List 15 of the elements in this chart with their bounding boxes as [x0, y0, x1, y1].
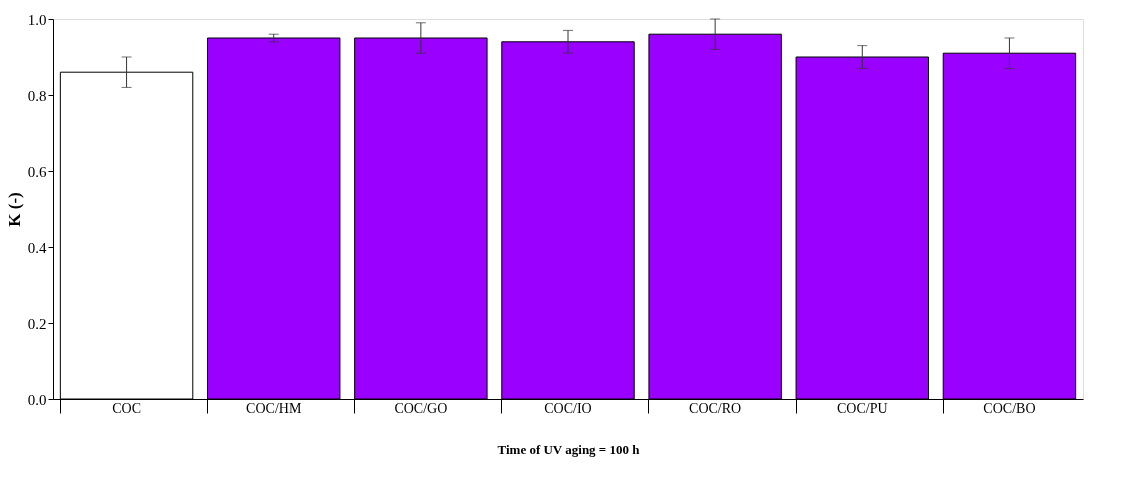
y-tick-label: 1.0 [27, 11, 47, 28]
y-tick-label: 0.2 [27, 315, 47, 332]
x-tick-label: COC/GO [394, 400, 448, 416]
x-tick-label: COC/HM [246, 400, 302, 416]
x-tick-label: COC/PU [837, 400, 888, 416]
x-tick-label: COC [112, 400, 141, 416]
y-tick-label: 0.8 [27, 87, 47, 104]
x-tick-label: COC/IO [544, 400, 592, 416]
y-tick-label: 0.6 [27, 163, 47, 180]
y-axis-title: K (-) [4, 192, 24, 227]
y-tick-label: 0.4 [27, 239, 47, 256]
y-tick-label: 0.0 [27, 391, 47, 408]
x-tick-label: COC/BO [983, 400, 1036, 416]
x-tick-label: COC/RO [689, 400, 742, 416]
x-axis-title: Time of UV aging = 100 h [497, 441, 641, 457]
